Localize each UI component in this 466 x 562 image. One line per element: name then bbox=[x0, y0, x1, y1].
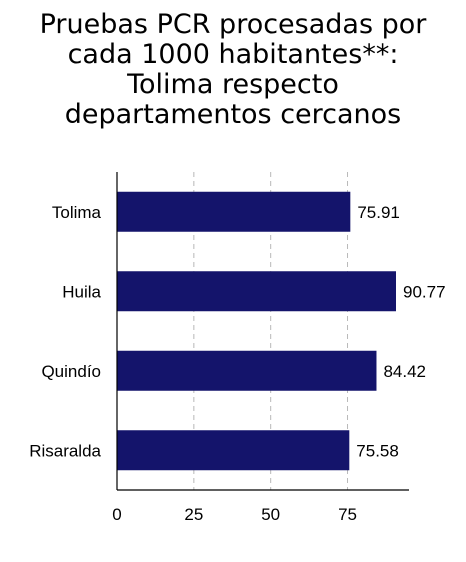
chart-title-line-3: Tolima respecto bbox=[127, 69, 339, 100]
category-label-1: Huila bbox=[62, 282, 101, 301]
category-label-0: Tolima bbox=[52, 203, 102, 222]
category-label-2: Quindío bbox=[41, 362, 101, 381]
chart-title-line-4: departamentos cercanos bbox=[64, 99, 402, 130]
category-label-3: Risaralda bbox=[29, 441, 101, 460]
value-label-1: 90.77 bbox=[403, 282, 446, 301]
x-tick-label-3: 75 bbox=[338, 505, 357, 524]
value-label-2: 84.42 bbox=[383, 362, 426, 381]
value-label-0: 75.91 bbox=[357, 203, 400, 222]
value-label-3: 75.58 bbox=[356, 441, 399, 460]
bar-3 bbox=[117, 430, 350, 471]
chart-title: Pruebas PCR procesadas por cada 1000 hab… bbox=[0, 10, 466, 130]
bar-1 bbox=[117, 271, 396, 312]
chart-title-line-1: Pruebas PCR procesadas por bbox=[39, 9, 427, 40]
bar-0 bbox=[117, 191, 351, 232]
x-tick-label-0: 0 bbox=[112, 505, 121, 524]
x-tick-label-2: 50 bbox=[261, 505, 280, 524]
chart-title-line-2: cada 1000 habitantes**: bbox=[67, 39, 399, 70]
bar-2 bbox=[117, 350, 377, 391]
x-tick-label-1: 25 bbox=[184, 505, 203, 524]
